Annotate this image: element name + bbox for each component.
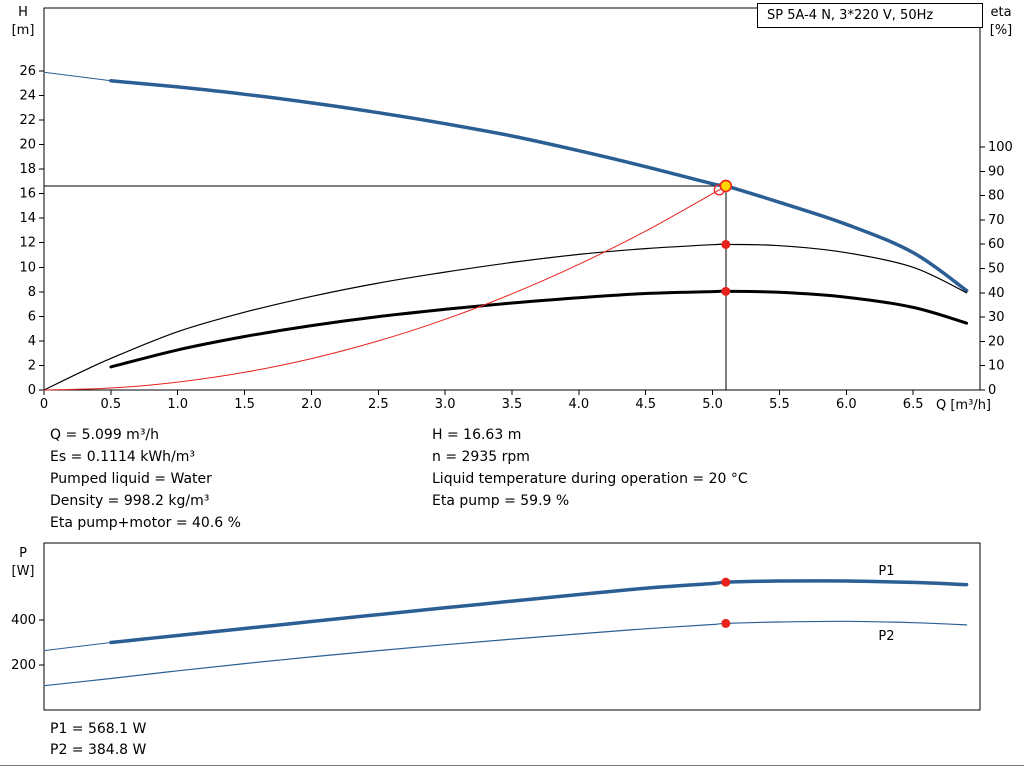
info-line: Q = 5.099 m³/h	[50, 427, 160, 443]
y-tick-label-left: 20	[19, 138, 36, 153]
y-tick-label-right: 70	[988, 213, 1005, 228]
flow-axis-title: Q [m³/h]	[936, 398, 992, 413]
x-tick-label: 1.5	[234, 397, 255, 412]
y-tick-label-right: 80	[988, 189, 1005, 204]
x-tick-label: 3.0	[435, 397, 456, 412]
p2-value-line: P2 = 384.8 W	[50, 742, 147, 758]
system-resistance-curve	[43, 188, 721, 391]
info-line: Es = 0.1114 kWh/m³	[50, 449, 195, 465]
y-tick-label-right: 30	[988, 310, 1005, 325]
x-tick-label: 4.0	[569, 397, 590, 412]
y-tick-label-left: 6	[28, 309, 36, 324]
y-tick-label-left: 4	[28, 334, 36, 349]
x-tick-label: 6.5	[903, 397, 924, 412]
qh-curve	[109, 79, 969, 293]
eta-pump-motor-point	[721, 286, 731, 296]
y-tick-label-left: 0	[28, 383, 36, 398]
y-tick-label-right: 50	[988, 261, 1005, 276]
y-tick-label-left: 12	[19, 236, 36, 251]
y-tick-label-left: 400	[11, 613, 36, 628]
p1-curve	[109, 579, 969, 645]
eta-pump-motor-curve	[109, 289, 969, 369]
info-line: Density = 998.2 kg/m³	[50, 493, 210, 509]
y-tick-label-right: 90	[988, 164, 1005, 179]
head-axis-symbol: H	[18, 5, 28, 20]
info-line: Liquid temperature during operation = 20…	[432, 471, 748, 487]
duty-point	[719, 179, 733, 193]
y-tick-label-left: 18	[19, 162, 36, 177]
y-tick-label-left: 10	[19, 260, 36, 275]
series-label-p2: P2	[878, 629, 894, 644]
power-frame	[43, 542, 981, 711]
y-tick-label-right: 0	[988, 383, 996, 398]
y-tick-label-left: 2	[28, 358, 36, 373]
y-tick-label-left: 14	[19, 211, 36, 226]
info-line: n = 2935 rpm	[432, 449, 530, 465]
pump-model-box: SP 5A-4 N, 3*220 V, 50Hz	[757, 3, 983, 28]
x-tick-label: 0.5	[101, 397, 122, 412]
main-chart: 0 0.5 1.0 1.5 2.0 2.5 3.0 3.5 4.0 4.5 5.0 5.5 6.0 6.5…	[19, 7, 1013, 412]
y-tick-label-left: 26	[19, 64, 36, 79]
y-tick-label-left: 16	[19, 187, 36, 202]
y-tick-label-left: 22	[19, 113, 36, 128]
x-tick-label: 0	[40, 397, 48, 412]
head-axis-title: H [m]	[4, 4, 42, 40]
info-line: H = 16.63 m	[432, 427, 522, 443]
y-tick-label-left: 24	[19, 88, 36, 103]
info-line: Pumped liquid = Water	[50, 471, 212, 487]
bottom-divider-line	[0, 765, 1024, 766]
x-tick-label: 4.5	[635, 397, 656, 412]
duty-info-left-column: Q = 5.099 m³/h Es = 0.1114 kWh/m³ Pumped…	[50, 424, 241, 534]
y-tick-label-left: 200	[11, 658, 36, 673]
y-tick-label-right: 40	[988, 286, 1005, 301]
p2-point	[721, 618, 731, 628]
x-tick-label: 3.5	[502, 397, 523, 412]
series-label-p1: P1	[878, 564, 894, 579]
p2-curve	[43, 620, 968, 687]
head-axis-unit: [m]	[11, 23, 35, 38]
power-axis-unit: [W]	[11, 564, 35, 579]
eta-pump-point	[721, 239, 731, 249]
x-tick-label: 6.0	[836, 397, 857, 412]
x-tick-label: 2.5	[368, 397, 389, 412]
info-line: Eta pump = 59.9 %	[432, 493, 570, 509]
x-tick-label: 2.0	[301, 397, 322, 412]
info-line: Eta pump+motor = 40.6 %	[50, 515, 241, 531]
y-tick-label-right: 100	[988, 140, 1013, 155]
power-axis-title: P [W]	[4, 545, 42, 581]
x-tick-label: 1.0	[167, 397, 188, 412]
p1-curve-low-flow	[43, 642, 112, 652]
power-chart: 200 400 P1 P2	[11, 542, 981, 711]
x-tick-label: 5.5	[769, 397, 790, 412]
power-axis-symbol: P	[19, 546, 27, 561]
eta-pump-curve	[43, 243, 968, 391]
p1-value-line: P1 = 568.1 W	[50, 721, 147, 737]
y-tick-label-left: 8	[28, 285, 36, 300]
y-tick-label-right: 10	[988, 359, 1005, 374]
p1-point	[721, 577, 731, 587]
power-values-block: P1 = 568.1 W P2 = 384.8 W	[50, 719, 146, 761]
main-frame	[43, 7, 981, 391]
qh-curve-low-flow	[43, 71, 112, 82]
eta-axis-symbol: eta	[990, 5, 1012, 20]
eta-axis-unit: [%]	[989, 23, 1013, 38]
x-tick-label: 5.0	[702, 397, 723, 412]
eta-axis-title: eta [%]	[982, 4, 1020, 40]
duty-info-right-column: H = 16.63 m n = 2935 rpm Liquid temperat…	[432, 424, 748, 512]
y-tick-label-right: 60	[988, 237, 1005, 252]
y-tick-label-right: 20	[988, 334, 1005, 349]
